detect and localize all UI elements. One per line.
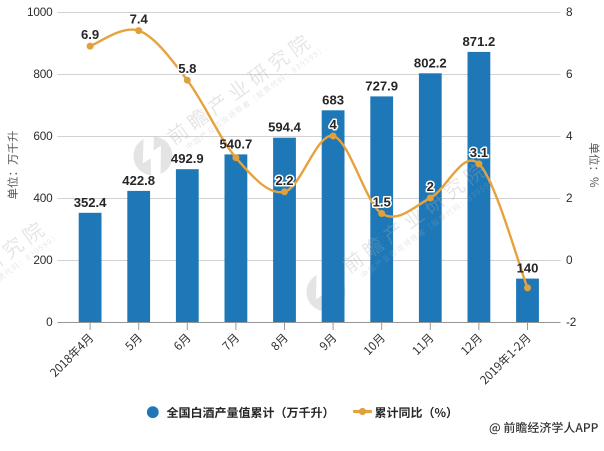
svg-text:0: 0 — [46, 315, 53, 329]
svg-text:140: 140 — [517, 261, 539, 276]
svg-text:-2: -2 — [566, 315, 576, 329]
svg-text:1.5: 1.5 — [373, 195, 391, 210]
svg-text:3.1: 3.1 — [470, 145, 488, 160]
svg-text:6: 6 — [566, 67, 573, 81]
svg-text:683: 683 — [322, 92, 344, 107]
svg-text:871.2: 871.2 — [463, 34, 496, 49]
svg-text:422.8: 422.8 — [122, 173, 155, 188]
svg-text:594.4: 594.4 — [268, 120, 301, 135]
svg-text:352.4: 352.4 — [74, 195, 107, 210]
svg-text:600: 600 — [33, 129, 53, 143]
svg-text:7.4: 7.4 — [130, 12, 149, 27]
svg-text:2.2: 2.2 — [275, 173, 293, 188]
svg-text:727.9: 727.9 — [365, 78, 398, 93]
svg-text:1000: 1000 — [27, 5, 53, 19]
svg-text:0: 0 — [566, 253, 573, 267]
svg-text:4: 4 — [329, 117, 337, 132]
svg-text:200: 200 — [33, 253, 53, 267]
svg-text:6.9: 6.9 — [81, 27, 99, 42]
svg-text:2: 2 — [566, 191, 572, 205]
svg-text:492.9: 492.9 — [171, 151, 204, 166]
svg-text:8: 8 — [566, 5, 573, 19]
svg-text:802.2: 802.2 — [414, 55, 447, 70]
svg-text:2: 2 — [427, 179, 434, 194]
svg-text:5.8: 5.8 — [178, 61, 196, 76]
svg-text:800: 800 — [33, 67, 53, 81]
svg-text:4: 4 — [566, 129, 573, 143]
svg-text:400: 400 — [33, 191, 53, 205]
svg-text:540.7: 540.7 — [220, 136, 253, 151]
